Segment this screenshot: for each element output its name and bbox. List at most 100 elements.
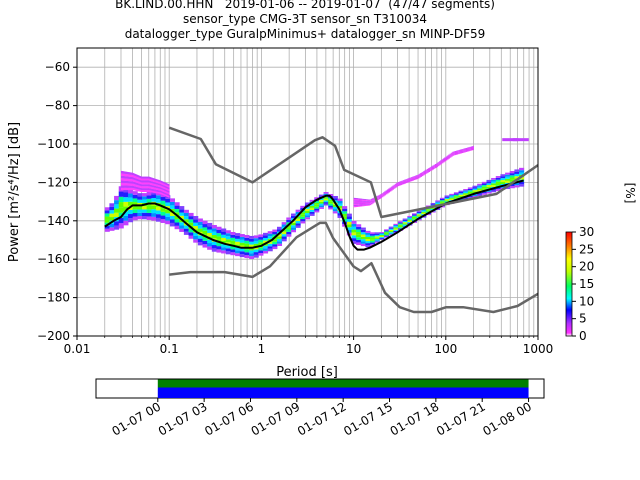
- density-cell: [414, 179, 417, 180]
- density-cell: [452, 151, 454, 153]
- density-cell: [368, 204, 370, 205]
- density-cell: [134, 173, 136, 177]
- density-cell: [378, 198, 381, 200]
- density-cell: [420, 172, 422, 174]
- density-cell: [155, 206, 162, 211]
- density-cell: [156, 186, 158, 189]
- density-cell: [495, 189, 501, 191]
- density-cell: [436, 165, 438, 167]
- density-cell: [361, 202, 364, 204]
- density-cell: [158, 183, 160, 186]
- density-cell: [109, 223, 115, 228]
- density-cell: [276, 226, 283, 230]
- density-cell: [162, 185, 164, 187]
- density-cell: [436, 164, 438, 165]
- density-cell: [179, 215, 185, 220]
- density-cell: [122, 185, 123, 188]
- density-cell: [149, 182, 151, 185]
- density-cell: [450, 156, 453, 157]
- density-cell: [437, 165, 440, 167]
- density-cell: [376, 197, 378, 199]
- density-cell: [160, 182, 162, 184]
- density-cell: [148, 186, 150, 189]
- density-cell: [373, 199, 376, 201]
- timeline-tick-label: 01-08 00: [480, 399, 534, 438]
- density-cell: [440, 162, 442, 163]
- density-cell: [358, 205, 361, 207]
- density-cell: [365, 200, 368, 202]
- density-cell: [142, 184, 144, 187]
- density-cell: [169, 198, 175, 202]
- density-cell: [146, 184, 148, 187]
- density-cell: [432, 166, 434, 168]
- density-cell: [154, 180, 156, 183]
- density-cell: [407, 215, 413, 218]
- density-cell: [461, 151, 464, 152]
- density-cell: [408, 181, 410, 183]
- density-cell: [402, 218, 408, 220]
- density-cell: [169, 201, 175, 206]
- density-cell: [318, 198, 324, 200]
- density-cell: [124, 183, 126, 186]
- density-cell: [390, 189, 393, 190]
- density-cell: [168, 187, 170, 190]
- density-cell: [149, 176, 151, 179]
- density-cell: [389, 187, 392, 189]
- density-cell: [454, 153, 457, 155]
- density-cell: [133, 188, 135, 191]
- density-cell: [155, 214, 162, 218]
- density-cell: [444, 159, 446, 161]
- density-cell: [155, 199, 162, 203]
- density-cell: [126, 171, 128, 175]
- density-cell: [253, 249, 259, 253]
- density-cell: [384, 192, 386, 193]
- density-cell: [416, 214, 422, 216]
- density-cell: [149, 180, 151, 183]
- density-cell: [429, 169, 432, 170]
- density-cell: [221, 250, 227, 254]
- density-cell: [122, 187, 123, 191]
- density-cell: [453, 152, 456, 153]
- density-cell: [377, 196, 380, 197]
- density-cell: [142, 186, 144, 189]
- density-cell: [136, 184, 138, 187]
- density-cell: [211, 231, 217, 236]
- density-cell: [458, 194, 464, 196]
- density-cell: [128, 185, 130, 188]
- density-cell: [357, 200, 360, 202]
- density-cell: [225, 251, 231, 255]
- density-cell: [124, 183, 126, 186]
- density-cell: [139, 179, 141, 182]
- density-cell: [133, 181, 135, 185]
- density-cell: [450, 153, 453, 155]
- density-cell: [435, 200, 441, 202]
- density-cell: [457, 152, 460, 153]
- density-cell: [162, 184, 164, 187]
- density-cell: [401, 180, 404, 182]
- density-cell: [207, 243, 213, 247]
- y-tick-label: −100: [37, 137, 70, 151]
- density-cell: [124, 185, 126, 188]
- density-cell: [122, 178, 124, 181]
- density-cell: [379, 234, 385, 235]
- density-cell: [454, 152, 457, 154]
- density-cell: [127, 174, 129, 177]
- density-cell: [309, 211, 315, 214]
- density-cell: [137, 181, 139, 184]
- density-cell: [384, 229, 390, 231]
- density-cell: [160, 182, 162, 185]
- density-cell: [432, 166, 434, 167]
- density-cell: [428, 169, 430, 171]
- density-cell: [235, 253, 241, 257]
- density-cell: [357, 199, 360, 201]
- density-cell: [380, 195, 382, 196]
- density-cell: [354, 199, 357, 201]
- density-cell: [370, 203, 373, 205]
- density-cell: [139, 189, 141, 192]
- density-cell: [444, 200, 450, 202]
- density-cell: [144, 186, 146, 189]
- density-cell: [134, 180, 136, 183]
- density-cell: [424, 171, 426, 173]
- density-cell: [500, 185, 506, 188]
- density-cell: [239, 239, 245, 243]
